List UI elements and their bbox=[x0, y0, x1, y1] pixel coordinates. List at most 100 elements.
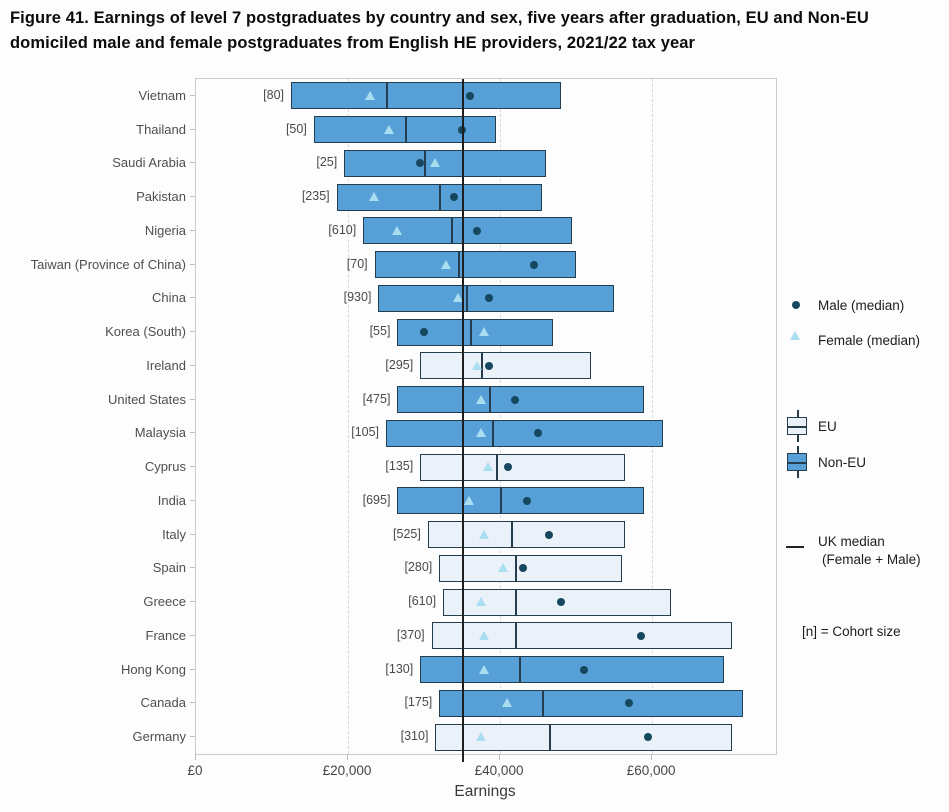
x-tick-label: £60,000 bbox=[626, 763, 676, 778]
country-label: Korea (South) bbox=[105, 324, 186, 340]
x-axis-tick bbox=[499, 754, 501, 760]
plot-panel bbox=[195, 78, 777, 762]
male-median-dot bbox=[625, 699, 634, 708]
box-median-line bbox=[458, 251, 461, 279]
female-median-triangle bbox=[441, 259, 452, 269]
female-median-triangle bbox=[479, 529, 490, 539]
country-box bbox=[397, 318, 554, 346]
country-label: Thailand bbox=[136, 121, 186, 137]
female-median-triangle bbox=[483, 462, 494, 472]
figure-title: Figure 41. Earnings of level 7 postgradu… bbox=[10, 9, 869, 52]
country-box bbox=[291, 82, 561, 110]
cohort-size-label: [525] bbox=[393, 526, 421, 541]
y-axis-tick bbox=[190, 263, 195, 265]
female-median-triangle bbox=[498, 563, 509, 573]
cohort-size-label: [235] bbox=[301, 189, 330, 204]
box-median-line bbox=[405, 116, 408, 144]
cohort-size-label: [175] bbox=[404, 695, 433, 710]
country-box bbox=[420, 453, 626, 481]
male-median-dot bbox=[416, 159, 425, 168]
cohort-size-label: [70] bbox=[346, 256, 368, 271]
box-median-line bbox=[515, 622, 518, 650]
x-tick-label: £20,000 bbox=[322, 763, 372, 778]
box-median-line bbox=[515, 554, 518, 582]
x-axis-title: Earnings bbox=[454, 783, 516, 800]
country-box bbox=[420, 352, 592, 380]
female-median-triangle bbox=[369, 192, 380, 202]
cohort-size-label: [25] bbox=[316, 155, 338, 170]
country-box bbox=[363, 217, 573, 245]
cohort-size-label: [370] bbox=[396, 627, 425, 642]
country-box bbox=[397, 487, 645, 515]
female-median-triangle bbox=[452, 293, 463, 303]
country-box bbox=[435, 723, 732, 751]
box-median-line bbox=[465, 284, 468, 312]
male-median-dot bbox=[484, 294, 493, 303]
country-label: Italy bbox=[162, 526, 186, 542]
y-axis-tick bbox=[190, 398, 195, 400]
country-box bbox=[344, 149, 546, 177]
legend-uk-median-label: UK median (Female + Male) bbox=[818, 534, 921, 568]
y-axis-tick bbox=[190, 634, 195, 636]
y-axis-tick bbox=[190, 668, 195, 670]
y-axis-tick bbox=[190, 364, 195, 366]
country-box bbox=[427, 521, 626, 549]
y-axis-tick bbox=[190, 736, 195, 738]
cohort-size-label: [55] bbox=[369, 324, 391, 339]
country-label: France bbox=[145, 627, 186, 643]
y-axis-tick bbox=[190, 229, 195, 231]
country-box bbox=[397, 386, 645, 414]
male-median-dot bbox=[518, 564, 527, 573]
cohort-size-label: [610] bbox=[408, 594, 437, 609]
female-median-triangle bbox=[475, 732, 486, 742]
box-median-line bbox=[500, 487, 503, 515]
country-label: Ireland bbox=[146, 357, 186, 373]
y-axis-tick bbox=[190, 702, 195, 704]
cohort-size-label: [130] bbox=[385, 661, 414, 676]
gridline-£60,000 bbox=[652, 79, 654, 754]
cohort-size-label: [310] bbox=[400, 729, 429, 744]
box-median-line bbox=[541, 689, 544, 717]
box-median-line bbox=[450, 217, 453, 245]
x-axis-tick bbox=[651, 754, 653, 760]
country-label: China bbox=[152, 290, 186, 306]
cohort-size-label: [135] bbox=[385, 459, 414, 474]
country-box bbox=[439, 689, 744, 717]
box-median-line bbox=[511, 521, 514, 549]
y-axis-tick bbox=[190, 499, 195, 501]
country-label: Vietnam bbox=[138, 87, 186, 103]
female-median-triangle bbox=[475, 428, 486, 438]
box-median-line bbox=[549, 723, 552, 751]
y-axis-tick bbox=[190, 196, 195, 198]
country-label: Malaysia bbox=[134, 425, 186, 441]
country-label: Spain bbox=[152, 560, 186, 576]
y-axis-tick bbox=[190, 601, 195, 603]
x-tick-label: £40,000 bbox=[474, 763, 524, 778]
non-eu-box-legend-icon bbox=[784, 446, 810, 478]
country-box bbox=[420, 656, 725, 684]
cohort-size-label: [930] bbox=[343, 290, 372, 305]
female-median-triangle bbox=[365, 90, 376, 100]
female-median-triangle bbox=[475, 597, 486, 607]
country-label: Canada bbox=[140, 695, 186, 711]
male-median-dot bbox=[511, 395, 520, 404]
country-label: Greece bbox=[143, 594, 186, 610]
cohort-size-label: [610] bbox=[328, 222, 357, 237]
male-median-dot bbox=[503, 463, 512, 472]
cohort-size-label: [295] bbox=[385, 357, 414, 372]
country-box bbox=[386, 419, 664, 447]
uk-median-line bbox=[461, 79, 464, 762]
country-box bbox=[378, 284, 615, 312]
male-median-dot bbox=[636, 631, 645, 640]
country-box bbox=[374, 251, 577, 279]
male-median-dot bbox=[473, 226, 482, 235]
legend-female-label: Female (median) bbox=[818, 333, 921, 348]
male-median-dot bbox=[545, 530, 554, 539]
box-median-line bbox=[386, 82, 389, 110]
female-median-triangle bbox=[391, 225, 402, 235]
female-median-triangle bbox=[502, 698, 513, 708]
y-axis-tick bbox=[190, 94, 195, 96]
x-axis-tick bbox=[195, 754, 196, 760]
male-median-dot bbox=[522, 496, 531, 505]
